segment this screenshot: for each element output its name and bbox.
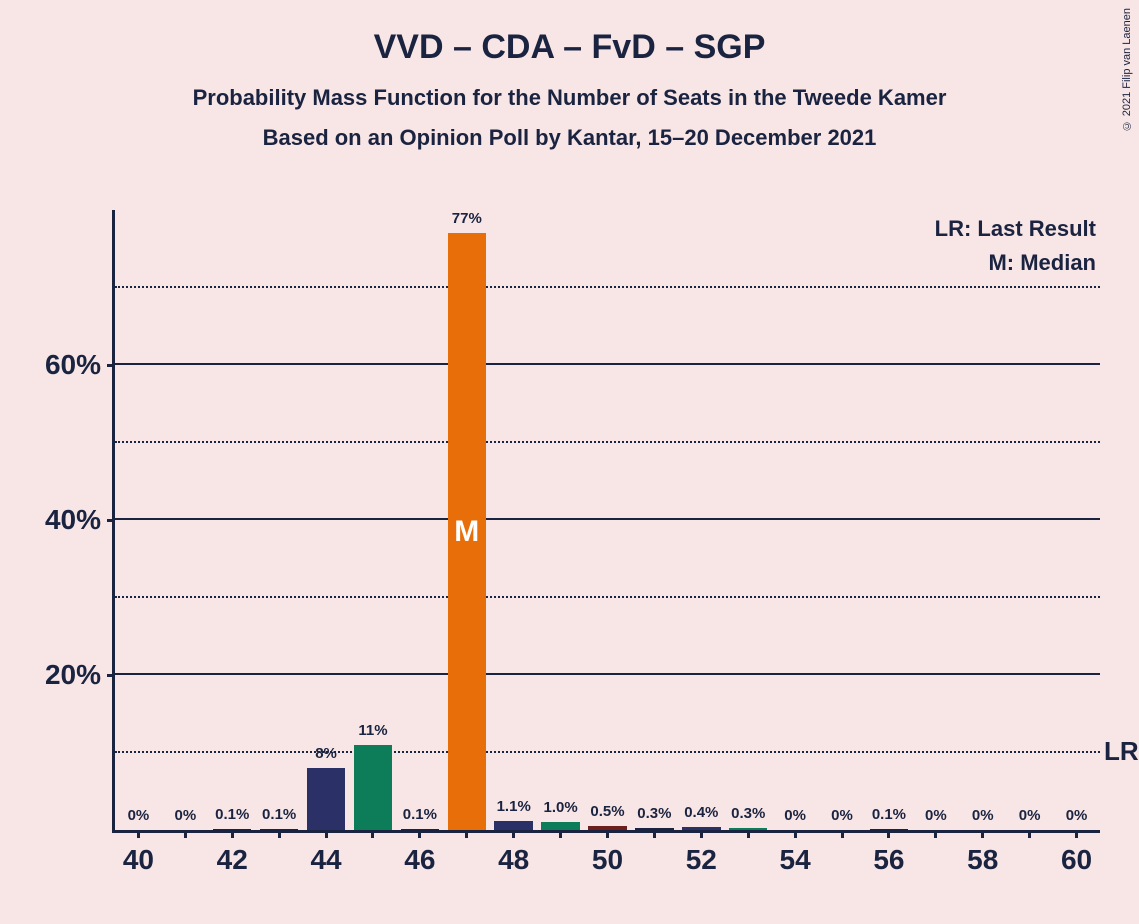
bar-value-label: 1.0% [543, 799, 577, 816]
bar-value-label: 0% [175, 807, 197, 824]
bar [307, 768, 345, 830]
gridline-major [115, 363, 1100, 365]
ytick-label: 40% [45, 504, 115, 536]
xtick-label: 40 [123, 830, 154, 876]
bar [541, 822, 579, 830]
copyright-text: © 2021 Filip van Laenen [1121, 8, 1133, 131]
gridline-major [115, 518, 1100, 520]
lr-line-label: LR [1104, 736, 1139, 767]
xtick-label: 52 [686, 830, 717, 876]
bar-value-label: 0.1% [403, 806, 437, 823]
bar-value-label: 0% [925, 807, 947, 824]
bar-value-label: 0% [784, 807, 806, 824]
lr-line [115, 751, 1100, 753]
bar-value-label: 11% [358, 722, 387, 739]
ytick-label: 20% [45, 659, 115, 691]
bar-value-label: 0.3% [637, 805, 671, 822]
chart-plot-area: 20%40%60%LR0%0%0.1%0.1%8%11%0.1%M77%1.1%… [115, 210, 1100, 830]
bar-value-label: 0% [1066, 807, 1088, 824]
xtick-label: 56 [873, 830, 904, 876]
chart-subtitle-1: Probability Mass Function for the Number… [0, 67, 1139, 111]
bar-value-label: 8% [315, 745, 337, 762]
xtick-label: 50 [592, 830, 623, 876]
xtick-label: 58 [967, 830, 998, 876]
gridline-minor [115, 596, 1100, 598]
xtick-label: 54 [780, 830, 811, 876]
y-axis [112, 210, 115, 833]
bar-value-label: 0.3% [731, 805, 765, 822]
bar: M [448, 233, 486, 830]
bar-value-label: 77% [452, 210, 482, 227]
xtick-label: 44 [310, 830, 341, 876]
bar-value-label: 0% [972, 807, 994, 824]
chart-subtitle-2: Based on an Opinion Poll by Kantar, 15–2… [0, 111, 1139, 151]
bar [354, 745, 392, 830]
bar-value-label: 0.5% [590, 803, 624, 820]
chart-title: VVD – CDA – FvD – SGP [0, 0, 1139, 67]
xtick-label: 60 [1061, 830, 1092, 876]
gridline-minor [115, 441, 1100, 443]
bar-value-label: 0% [831, 807, 853, 824]
bar-value-label: 1.1% [497, 798, 531, 815]
bar [494, 821, 532, 830]
legend-lr: LR: Last Result [935, 216, 1096, 242]
legend-median: M: Median [988, 250, 1096, 276]
bar-value-label: 0.4% [684, 804, 718, 821]
xtick-label: 48 [498, 830, 529, 876]
gridline-minor [115, 286, 1100, 288]
xtick-label: 46 [404, 830, 435, 876]
bar-value-label: 0.1% [872, 806, 906, 823]
x-axis [112, 830, 1100, 833]
xtick-label: 42 [217, 830, 248, 876]
bar-value-label: 0.1% [262, 806, 296, 823]
median-marker: M [454, 515, 479, 549]
bar-value-label: 0% [1019, 807, 1041, 824]
bar-value-label: 0% [128, 807, 150, 824]
bar-value-label: 0.1% [215, 806, 249, 823]
ytick-label: 60% [45, 349, 115, 381]
gridline-major [115, 673, 1100, 675]
